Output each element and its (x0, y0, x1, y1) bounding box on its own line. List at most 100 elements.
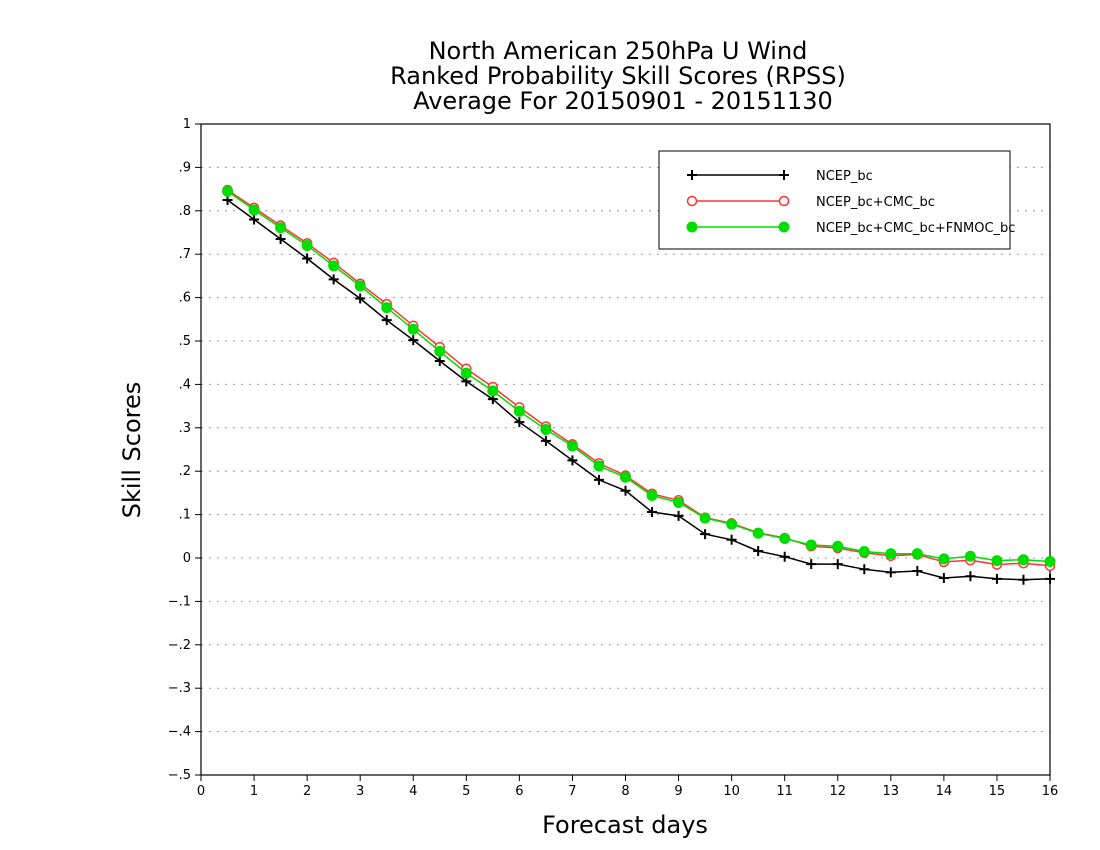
data-point (726, 534, 737, 545)
y-tick-label: .3 (179, 421, 191, 436)
series-3 (222, 185, 1056, 567)
x-tick-label: 8 (621, 784, 629, 799)
data-point (381, 315, 392, 326)
data-point (965, 571, 976, 582)
series-1 (222, 194, 1055, 585)
data-point (687, 170, 697, 180)
data-point (540, 435, 551, 446)
data-point (806, 559, 817, 570)
legend: NCEP_bc NCEP_bc+CMC_bc NCEP_bc+CMC_bc+FNMO… (658, 150, 1015, 250)
data-point (355, 293, 366, 304)
title-line-1: North American 250hPa U Wind (429, 37, 808, 65)
data-point (1045, 573, 1055, 584)
data-point (275, 234, 286, 245)
data-point (593, 460, 605, 472)
data-point (1017, 554, 1029, 566)
data-point (646, 490, 658, 502)
x-tick-label: 5 (462, 784, 470, 799)
data-point (487, 385, 499, 397)
data-point (673, 510, 684, 521)
data-point (832, 559, 843, 570)
x-tick-label: 10 (723, 784, 740, 799)
data-point (779, 532, 791, 544)
data-point (249, 214, 260, 225)
data-point (301, 240, 313, 252)
data-point (964, 550, 976, 562)
title-line-3: Average For 20150901 - 20151130 (413, 87, 833, 115)
data-point (938, 553, 950, 565)
title-line-2: Ranked Probability Skill Scores (RPSS) (390, 62, 846, 90)
y-tick-label: .6 (179, 291, 191, 306)
x-tick-label: 1 (250, 784, 258, 799)
data-point (408, 335, 419, 346)
x-tick-label: 6 (515, 784, 523, 799)
series-line (227, 199, 1051, 581)
legend-label: NCEP_bc+CMC_bc (816, 195, 935, 210)
data-point (381, 302, 393, 314)
y-axis-label: Skill Scores (118, 382, 146, 519)
x-tick-label: 15 (989, 784, 1006, 799)
data-point (779, 551, 790, 562)
data-point (434, 355, 445, 366)
y-tick-label: −.1 (168, 594, 191, 609)
legend-item: NCEP_bc+CMC_bc (686, 195, 935, 210)
data-point (1044, 555, 1056, 567)
data-point (778, 195, 790, 207)
data-point (700, 529, 711, 540)
legend-label: NCEP_bc (816, 169, 873, 184)
y-tick-label: −.4 (168, 725, 191, 740)
x-tick-label: 16 (1042, 784, 1059, 799)
x-tick-label: 13 (883, 784, 900, 799)
data-point (407, 323, 419, 335)
data-point (699, 512, 711, 524)
data-point (566, 440, 578, 452)
data-point (752, 527, 764, 539)
gridlines (201, 166, 1050, 733)
data-point (540, 424, 552, 436)
y-tick-label: −.5 (168, 768, 191, 783)
data-point (460, 367, 472, 379)
x-tick-label: 9 (674, 784, 682, 799)
y-tick-label: .7 (179, 247, 191, 262)
data-point (514, 417, 525, 428)
data-point (805, 539, 817, 551)
y-tick-label: .5 (179, 334, 191, 349)
data-point (726, 518, 738, 530)
legend-item: NCEP_bc (687, 169, 873, 184)
y-tick-label: −.3 (168, 681, 191, 696)
data-point (859, 564, 870, 575)
data-point (275, 222, 287, 234)
data-point (328, 260, 340, 272)
data-point (647, 506, 658, 517)
legend-item: NCEP_bc+CMC_bc+FNMOC_bc (686, 221, 1015, 236)
data-point (686, 221, 698, 233)
data-point (885, 567, 896, 578)
data-point (911, 548, 923, 560)
y-tick-label: 1 (183, 117, 191, 132)
x-tick-label: 0 (197, 784, 205, 799)
data-point (912, 566, 923, 577)
data-point (354, 280, 366, 292)
data-point (1018, 574, 1029, 585)
data-point (620, 471, 631, 483)
y-tick-label: .8 (179, 204, 191, 219)
y-tick-label: .4 (179, 377, 191, 392)
data-point (567, 455, 578, 466)
data-point (434, 345, 446, 357)
x-tick-label: 14 (936, 784, 953, 799)
series-plot (222, 184, 1056, 585)
y-tick-label: .1 (179, 508, 191, 523)
data-point (779, 170, 789, 180)
x-axis-label: Forecast days (542, 811, 708, 839)
chart-title: North American 250hPa U Wind Ranked Prob… (390, 37, 846, 115)
data-point (513, 405, 525, 417)
y-tick-label: −.2 (168, 638, 191, 653)
data-point (991, 573, 1002, 584)
data-point (222, 185, 234, 197)
x-tick-label: 3 (356, 784, 364, 799)
data-point (753, 546, 764, 557)
data-point (938, 572, 949, 583)
data-point (858, 545, 870, 557)
data-point (673, 496, 685, 508)
